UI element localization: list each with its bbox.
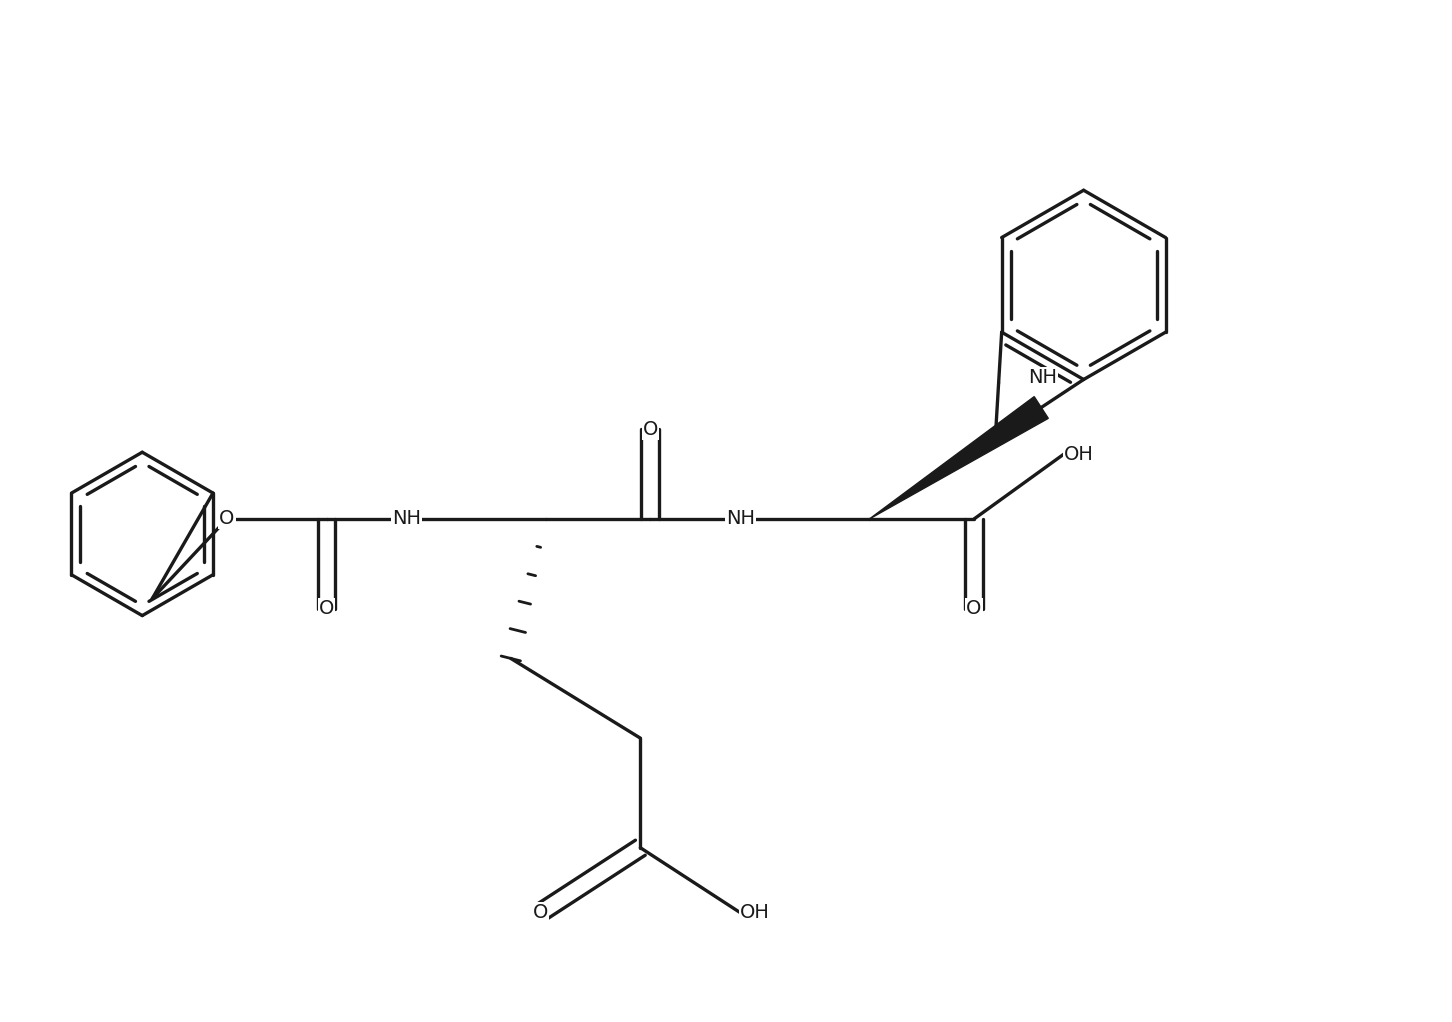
Text: O: O: [319, 599, 334, 618]
Text: OH: OH: [1064, 445, 1093, 464]
Polygon shape: [870, 397, 1048, 519]
Text: OH: OH: [741, 903, 770, 922]
Text: NH: NH: [726, 510, 755, 528]
Text: O: O: [643, 420, 658, 438]
Text: O: O: [533, 903, 549, 922]
Text: O: O: [967, 599, 982, 618]
Text: O: O: [219, 510, 235, 528]
Text: NH: NH: [1028, 368, 1057, 387]
Text: NH: NH: [392, 510, 421, 528]
